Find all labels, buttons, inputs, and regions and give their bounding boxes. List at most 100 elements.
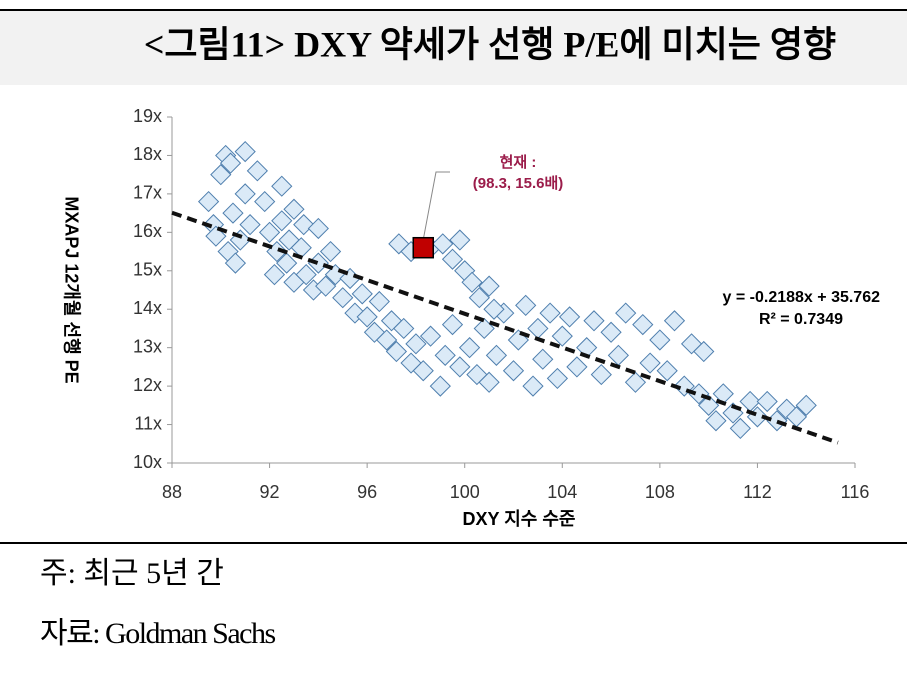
x-tick-label: 108 [645,482,675,502]
point [234,140,256,163]
x-tick-label: 92 [260,482,280,502]
point [739,390,761,413]
point [522,375,544,397]
point [441,313,464,336]
point [351,283,373,305]
y-tick-label: 19x [133,106,162,126]
point [283,198,305,220]
point [473,317,495,340]
point [210,164,232,186]
x-tick-label: 116 [841,482,870,502]
point [607,344,629,366]
point [368,290,390,313]
point [276,252,298,274]
trendline [171,210,839,445]
point [566,356,588,378]
point [546,367,569,390]
point [307,252,329,274]
point [478,275,500,297]
point [532,348,554,370]
y-tick-label: 14x [133,298,162,318]
callout-label: (98.3, 15.6배) [473,175,564,192]
point [434,344,456,366]
y-tick-label: 15x [133,260,162,280]
point [239,214,261,236]
point [290,237,312,259]
point [405,333,427,355]
point [485,344,508,366]
point [197,190,220,213]
x-axis-title: DXY 지수 수준 [463,509,576,529]
point [483,298,505,320]
point [319,240,342,263]
point [412,360,434,382]
point [478,371,500,393]
current-point [412,236,434,259]
point [393,317,415,340]
note: 주: 최근 5년 간 [40,557,224,590]
point [356,306,378,328]
x-tick-label: 100 [450,482,480,502]
point [219,152,242,174]
point [461,271,483,293]
point [698,394,720,416]
point [688,383,710,405]
callout-line [422,171,450,240]
point [583,310,605,332]
point [458,337,481,359]
point [449,356,471,378]
point [254,190,276,213]
point [429,375,451,397]
point [246,160,268,182]
point [222,202,244,224]
point [258,221,281,243]
point [785,406,808,428]
y-tick-label: 13x [133,336,162,356]
point [293,214,315,236]
y-axis-title: MXAPJ 12개월 선행 PE [61,196,81,383]
point [766,410,788,432]
point [656,360,678,382]
point [712,383,734,405]
point [376,329,398,351]
point [615,302,637,324]
y-tick-label: 18x [133,144,162,164]
point [729,417,751,440]
point [558,306,581,328]
y-tick-label: 16x [133,221,162,241]
point [663,310,686,332]
point [600,321,622,343]
point [515,294,537,316]
point [502,360,525,382]
point [795,394,817,416]
point [551,325,573,347]
point [632,313,654,336]
trend-equation: y = -0.2188x + 35.762 [723,289,881,306]
point [539,302,561,324]
point [385,340,408,363]
point [639,352,661,374]
point [449,229,471,251]
point [295,264,317,286]
point [315,275,337,297]
point [756,390,778,413]
x-tick-label: 88 [162,482,182,502]
x-tick-label: 112 [743,482,772,502]
point [527,317,549,340]
point [263,264,286,286]
point [307,217,329,240]
point [441,248,464,270]
x-tick-label: 96 [357,482,377,502]
point [234,183,256,205]
point [432,233,454,255]
point [224,252,247,274]
point [649,329,671,351]
x-tick-label: 104 [547,482,577,502]
point [468,287,490,309]
chart-title: <그림11> DXY 약세가 선행 P/E에 미치는 영향 [144,24,836,64]
point [693,340,715,363]
point [590,363,612,386]
y-tick-label: 17x [133,183,162,203]
